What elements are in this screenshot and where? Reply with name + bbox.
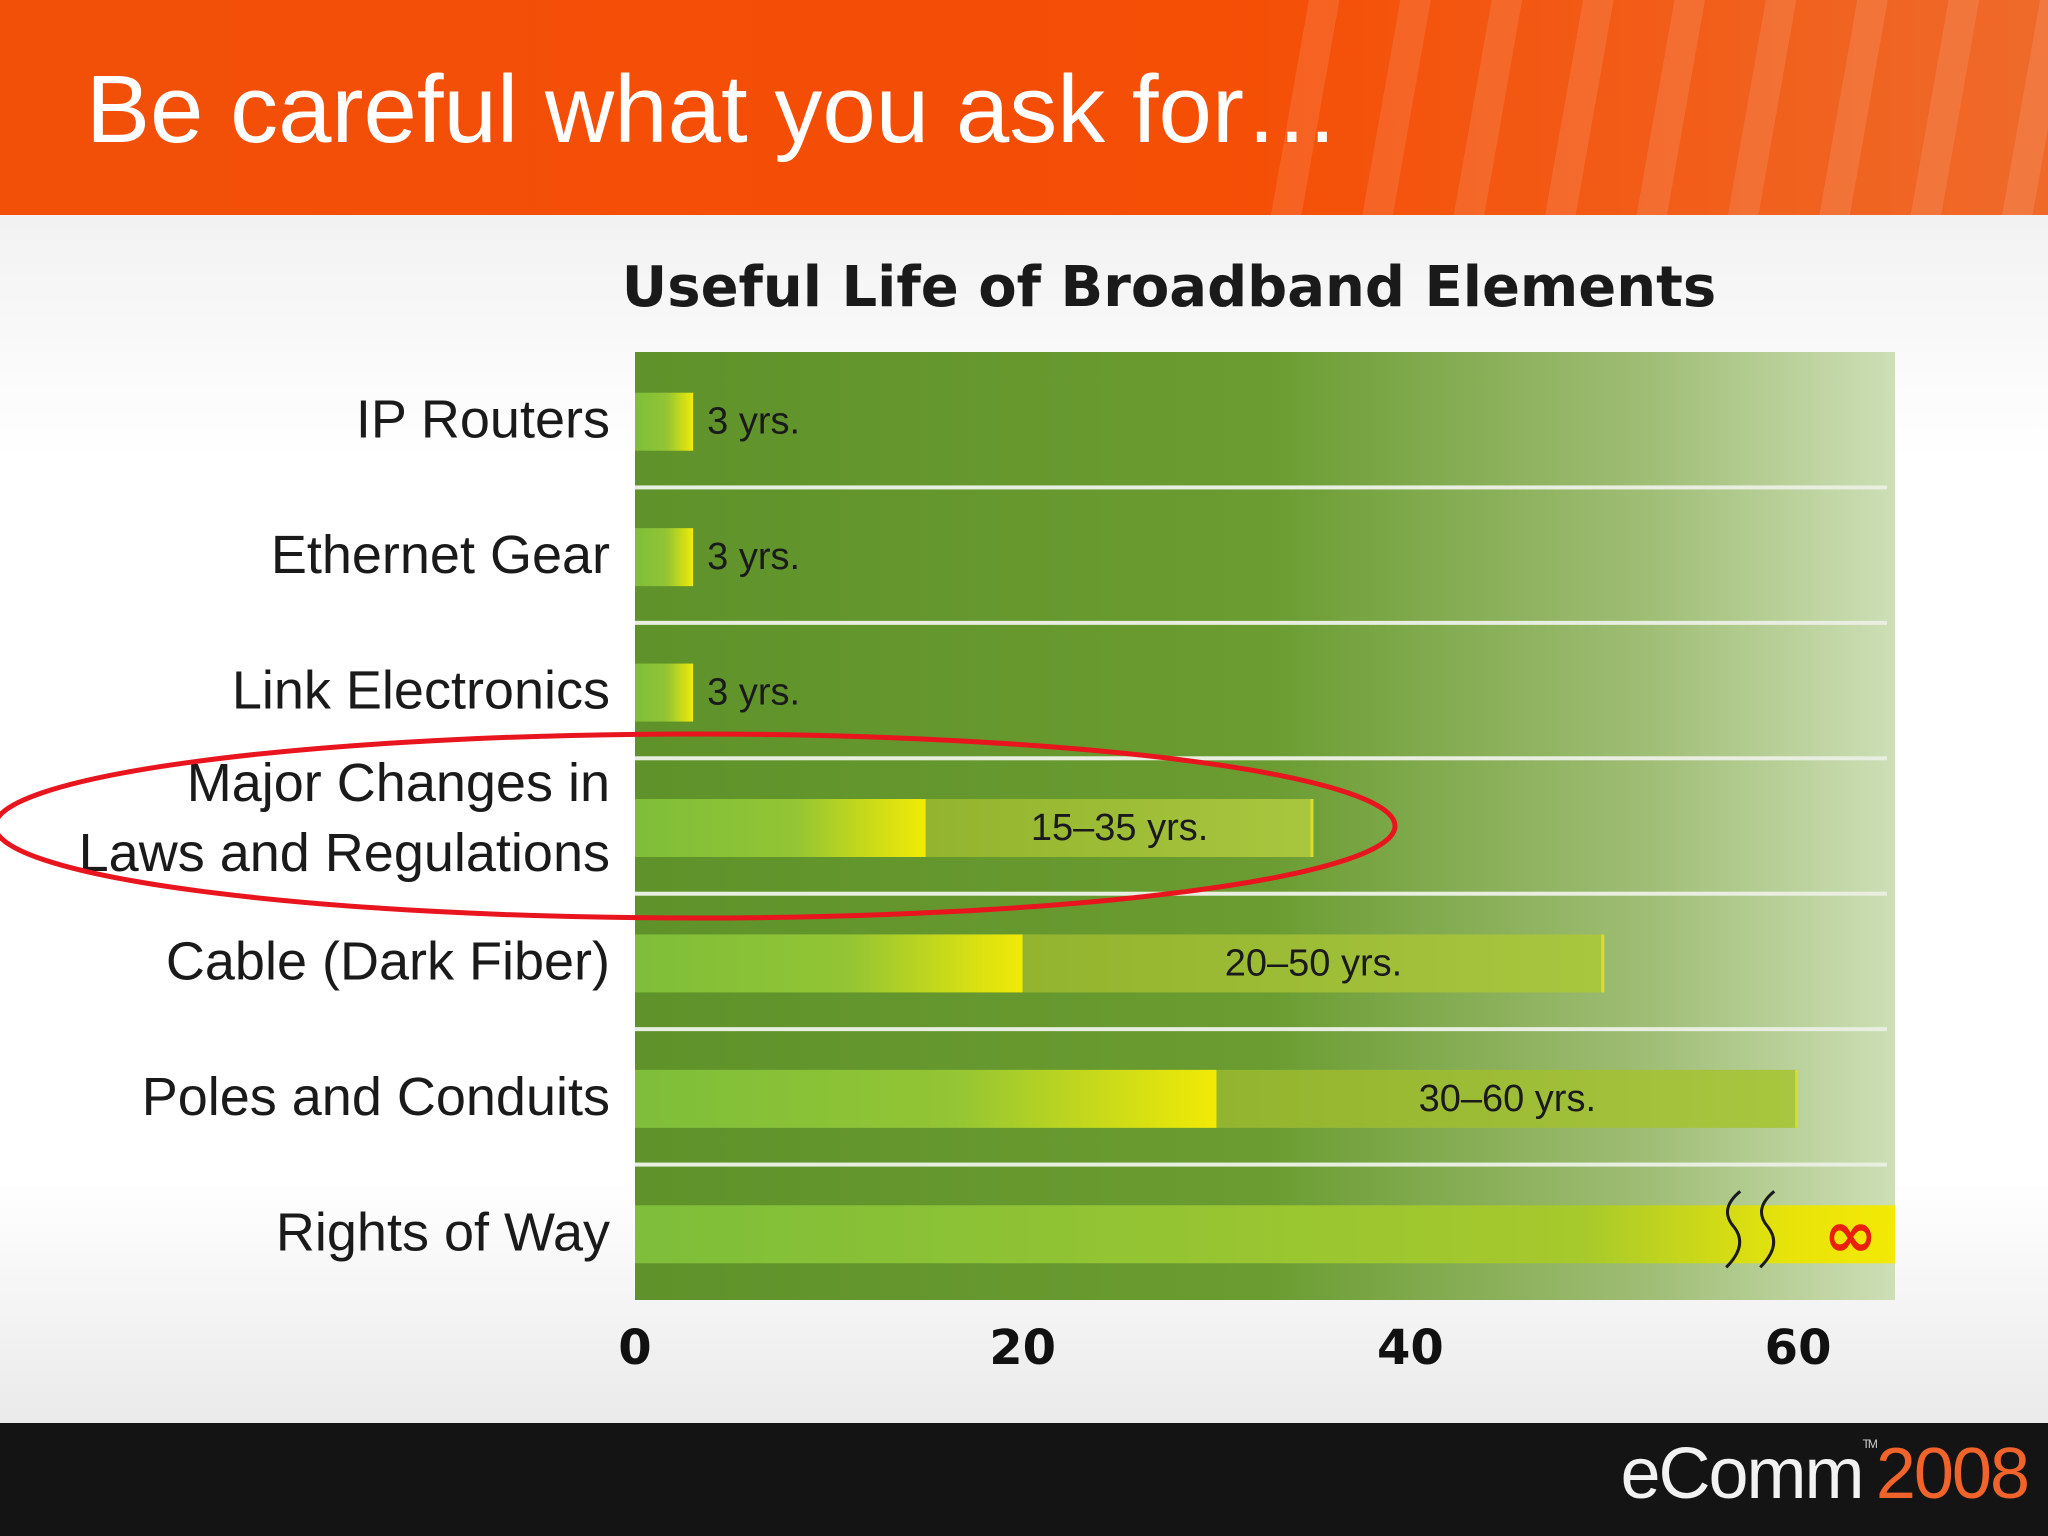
ecomm-logo: eCommTM2008 [1620, 1437, 2030, 1510]
header-decoration [1248, 0, 2048, 215]
bar [635, 528, 694, 587]
category-label: Poles and Conduits [142, 1067, 610, 1127]
bar-range [1022, 934, 1605, 993]
bar-range [1216, 1069, 1799, 1128]
x-tick-label: 0 [618, 1320, 651, 1376]
bar-range-end [1310, 799, 1314, 857]
logo-text-ecomm: eComm [1620, 1434, 1864, 1514]
row-divider [635, 1027, 1887, 1032]
category-label: IP Routers [356, 390, 610, 450]
row-divider [635, 756, 1887, 761]
category-label: Major Changes in Laws and Regulations [79, 753, 610, 883]
x-tick-label: 60 [1765, 1320, 1832, 1376]
bar-min [635, 799, 926, 857]
bar-rights-of-way [635, 1205, 1895, 1264]
bar [635, 663, 694, 722]
x-tick-label: 20 [989, 1320, 1056, 1376]
logo-text-year: 2008 [1875, 1434, 2030, 1514]
value-label-infinity: ∞ [1824, 1198, 1877, 1272]
slide-footer [0, 1423, 2048, 1536]
value-label: 3 yrs. [707, 536, 800, 578]
bar-min [635, 934, 1023, 993]
row-divider [635, 485, 1887, 490]
value-label: 3 yrs. [707, 401, 800, 443]
category-label: Cable (Dark Fiber) [166, 931, 610, 991]
bar-min [635, 1069, 1217, 1128]
bar [635, 392, 694, 451]
row-divider [635, 891, 1887, 896]
chart-title: Useful Life of Broadband Elements [622, 255, 1716, 320]
slide-header: Be careful what you ask for… [0, 0, 2048, 215]
category-label: Rights of Way [276, 1202, 610, 1262]
row-divider [635, 620, 1887, 625]
value-label: 15–35 yrs. [1031, 807, 1208, 849]
value-label: 30–60 yrs. [1419, 1078, 1596, 1120]
highlight-ellipse [0, 731, 1398, 921]
x-tick-label: 40 [1377, 1320, 1444, 1376]
axis-break-mark [1725, 1190, 1742, 1269]
bar-range [925, 799, 1314, 857]
value-label: 3 yrs. [707, 672, 800, 714]
category-label: Link Electronics [232, 661, 610, 721]
category-label: Ethernet Gear [271, 525, 610, 585]
value-label: 20–50 yrs. [1225, 942, 1402, 984]
bar-range-end [1795, 1069, 1799, 1128]
logo-trademark: TM [1862, 1437, 1878, 1451]
axis-break-mark [1759, 1190, 1776, 1269]
row-divider [635, 1162, 1887, 1167]
bar-range-end [1601, 934, 1605, 993]
slide-title: Be careful what you ask for… [86, 56, 1340, 163]
useful-life-chart: Useful Life of Broadband Elements IP Rou… [0, 255, 1895, 1376]
